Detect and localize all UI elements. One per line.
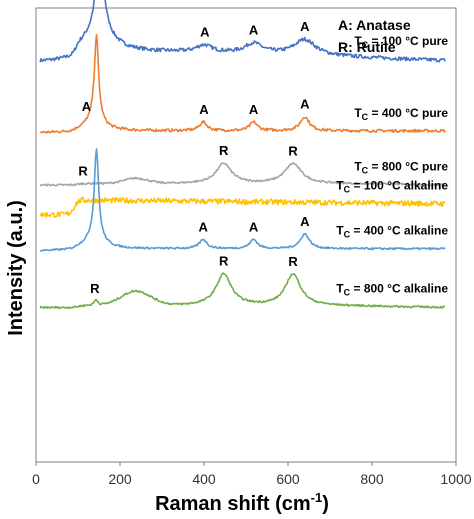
peak-label: A xyxy=(200,25,210,40)
peak-label: R xyxy=(219,143,229,158)
x-axis-label-sup: -1 xyxy=(311,490,323,505)
series-label-post: = 800 °C pure xyxy=(368,159,448,173)
peak-label: A xyxy=(198,219,208,234)
x-axis-label-main: Raman shift (cm xyxy=(155,493,311,515)
x-tick-label: 0 xyxy=(32,471,40,487)
x-tick-label: 200 xyxy=(108,471,132,487)
peak-label: R xyxy=(288,254,298,269)
series-label: TC = 100 °C pure xyxy=(354,34,448,50)
peak-label: A xyxy=(300,19,310,34)
spectrum-line xyxy=(39,0,446,63)
series-label-pre: T xyxy=(336,282,344,296)
spectrum-line xyxy=(39,196,446,218)
series-label-sub: C xyxy=(344,184,351,194)
series-label-sub: C xyxy=(362,112,369,122)
series-label-sub: C xyxy=(344,230,351,240)
series-label-pre: T xyxy=(354,159,362,173)
series-label-sub: C xyxy=(344,288,351,298)
spectrum-line xyxy=(39,162,446,187)
x-tick-labels: 0 200 400 600 800 1000 xyxy=(32,462,472,487)
x-axis-label-end: ) xyxy=(322,493,329,515)
peak-label: A xyxy=(249,102,259,117)
series-label-post: = 100 °C alkaline xyxy=(350,178,448,192)
y-axis-label: Intensity (a.u.) xyxy=(5,200,27,336)
x-tick-label: 400 xyxy=(192,471,216,487)
peak-label: A xyxy=(249,219,259,234)
legend-anatase: A: Anatase xyxy=(338,17,411,33)
series-label-pre: T xyxy=(336,178,344,192)
spectrum-line xyxy=(39,33,446,134)
legend-rutile: R: Rutile xyxy=(338,39,396,55)
spectrum-line xyxy=(39,272,446,310)
series-label: TC = 800 °C pure xyxy=(354,159,448,175)
peak-label: A xyxy=(199,102,209,117)
plot-border xyxy=(35,7,457,463)
peak-label: A xyxy=(82,99,92,114)
x-axis-label: Raman shift (cm-1) xyxy=(155,490,329,515)
series-label: TC = 400 °C alkaline xyxy=(336,224,448,240)
peak-label: R xyxy=(288,143,298,158)
x-tick-label: 1000 xyxy=(440,471,471,487)
x-tick-label: 600 xyxy=(276,471,300,487)
series-label: TC = 400 °C pure xyxy=(354,106,448,122)
peak-label: A xyxy=(300,97,310,112)
series-label-post: = 800 °C alkaline xyxy=(350,282,448,296)
series-label-sub: C xyxy=(362,165,369,175)
peak-label: R xyxy=(90,281,100,296)
peak-label: R xyxy=(78,164,88,179)
peak-label: R xyxy=(219,254,229,269)
series-label: TC = 100 °C alkaline xyxy=(336,178,448,194)
series-label-pre: T xyxy=(354,106,362,120)
peak-label: A xyxy=(300,214,310,229)
plot-frame xyxy=(35,7,457,463)
series-label: TC = 800 °C alkaline xyxy=(336,282,448,298)
x-tick-label: 800 xyxy=(360,471,384,487)
series-label-post: = 400 °C alkaline xyxy=(350,224,448,238)
peak-label: A xyxy=(249,22,259,37)
spectrum-line xyxy=(39,148,446,252)
series-label-post: = 400 °C pure xyxy=(368,106,448,120)
peak-labels: AAAAAAAARRRAAARRR xyxy=(78,19,310,296)
series-label-pre: T xyxy=(354,34,362,48)
spectra xyxy=(39,0,446,310)
series-label-post: = 100 °C pure xyxy=(368,34,448,48)
series-label-pre: T xyxy=(336,224,344,238)
series-label-sub: C xyxy=(362,40,369,50)
